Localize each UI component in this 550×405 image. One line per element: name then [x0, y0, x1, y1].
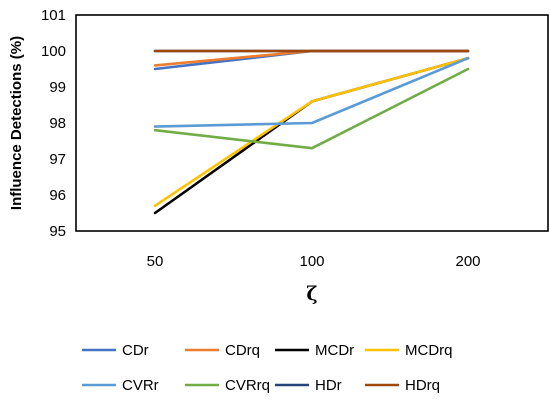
legend-label-HDrq: HDrq: [405, 377, 440, 394]
x-tick-label: 50: [147, 253, 164, 270]
y-tick-label: 99: [49, 79, 66, 96]
plot-area: [75, 14, 549, 232]
series-line-CVRrq: [153, 67, 470, 150]
x-tick-label: 100: [299, 253, 324, 270]
legend: CDr CDrq MCDr MCDrq CVRr CVRrq HDr HDrq: [82, 342, 453, 394]
y-axis-ticks: 95 96 97 98 99 100 101: [41, 7, 66, 240]
y-tick-label: 97: [49, 151, 66, 168]
legend-label-CDr: CDr: [122, 342, 149, 359]
x-axis-ticks: 50 100 200: [147, 253, 481, 270]
legend-label-HDr: HDr: [315, 377, 342, 394]
y-tick-label: 100: [41, 43, 66, 60]
legend-label-CDrq: CDrq: [225, 342, 260, 359]
y-tick-label: 98: [49, 115, 66, 132]
series-line-MCDrq: [153, 56, 470, 208]
y-tick-label: 95: [49, 223, 66, 240]
y-tick-label: 96: [49, 187, 66, 204]
x-tick-label: 200: [455, 253, 480, 270]
series-line-CVRr: [153, 56, 470, 128]
x-axis-label: ζ: [306, 283, 317, 305]
plot-border: [75, 14, 549, 232]
y-tick-label: 101: [41, 7, 66, 24]
y-axis-label: Influence Detections (%): [8, 36, 25, 210]
legend-label-CVRrq: CVRrq: [225, 377, 270, 394]
legend-label-MCDrq: MCDrq: [405, 342, 453, 359]
legend-label-MCDr: MCDr: [315, 342, 354, 359]
legend-label-CVRr: CVRr: [122, 377, 159, 394]
